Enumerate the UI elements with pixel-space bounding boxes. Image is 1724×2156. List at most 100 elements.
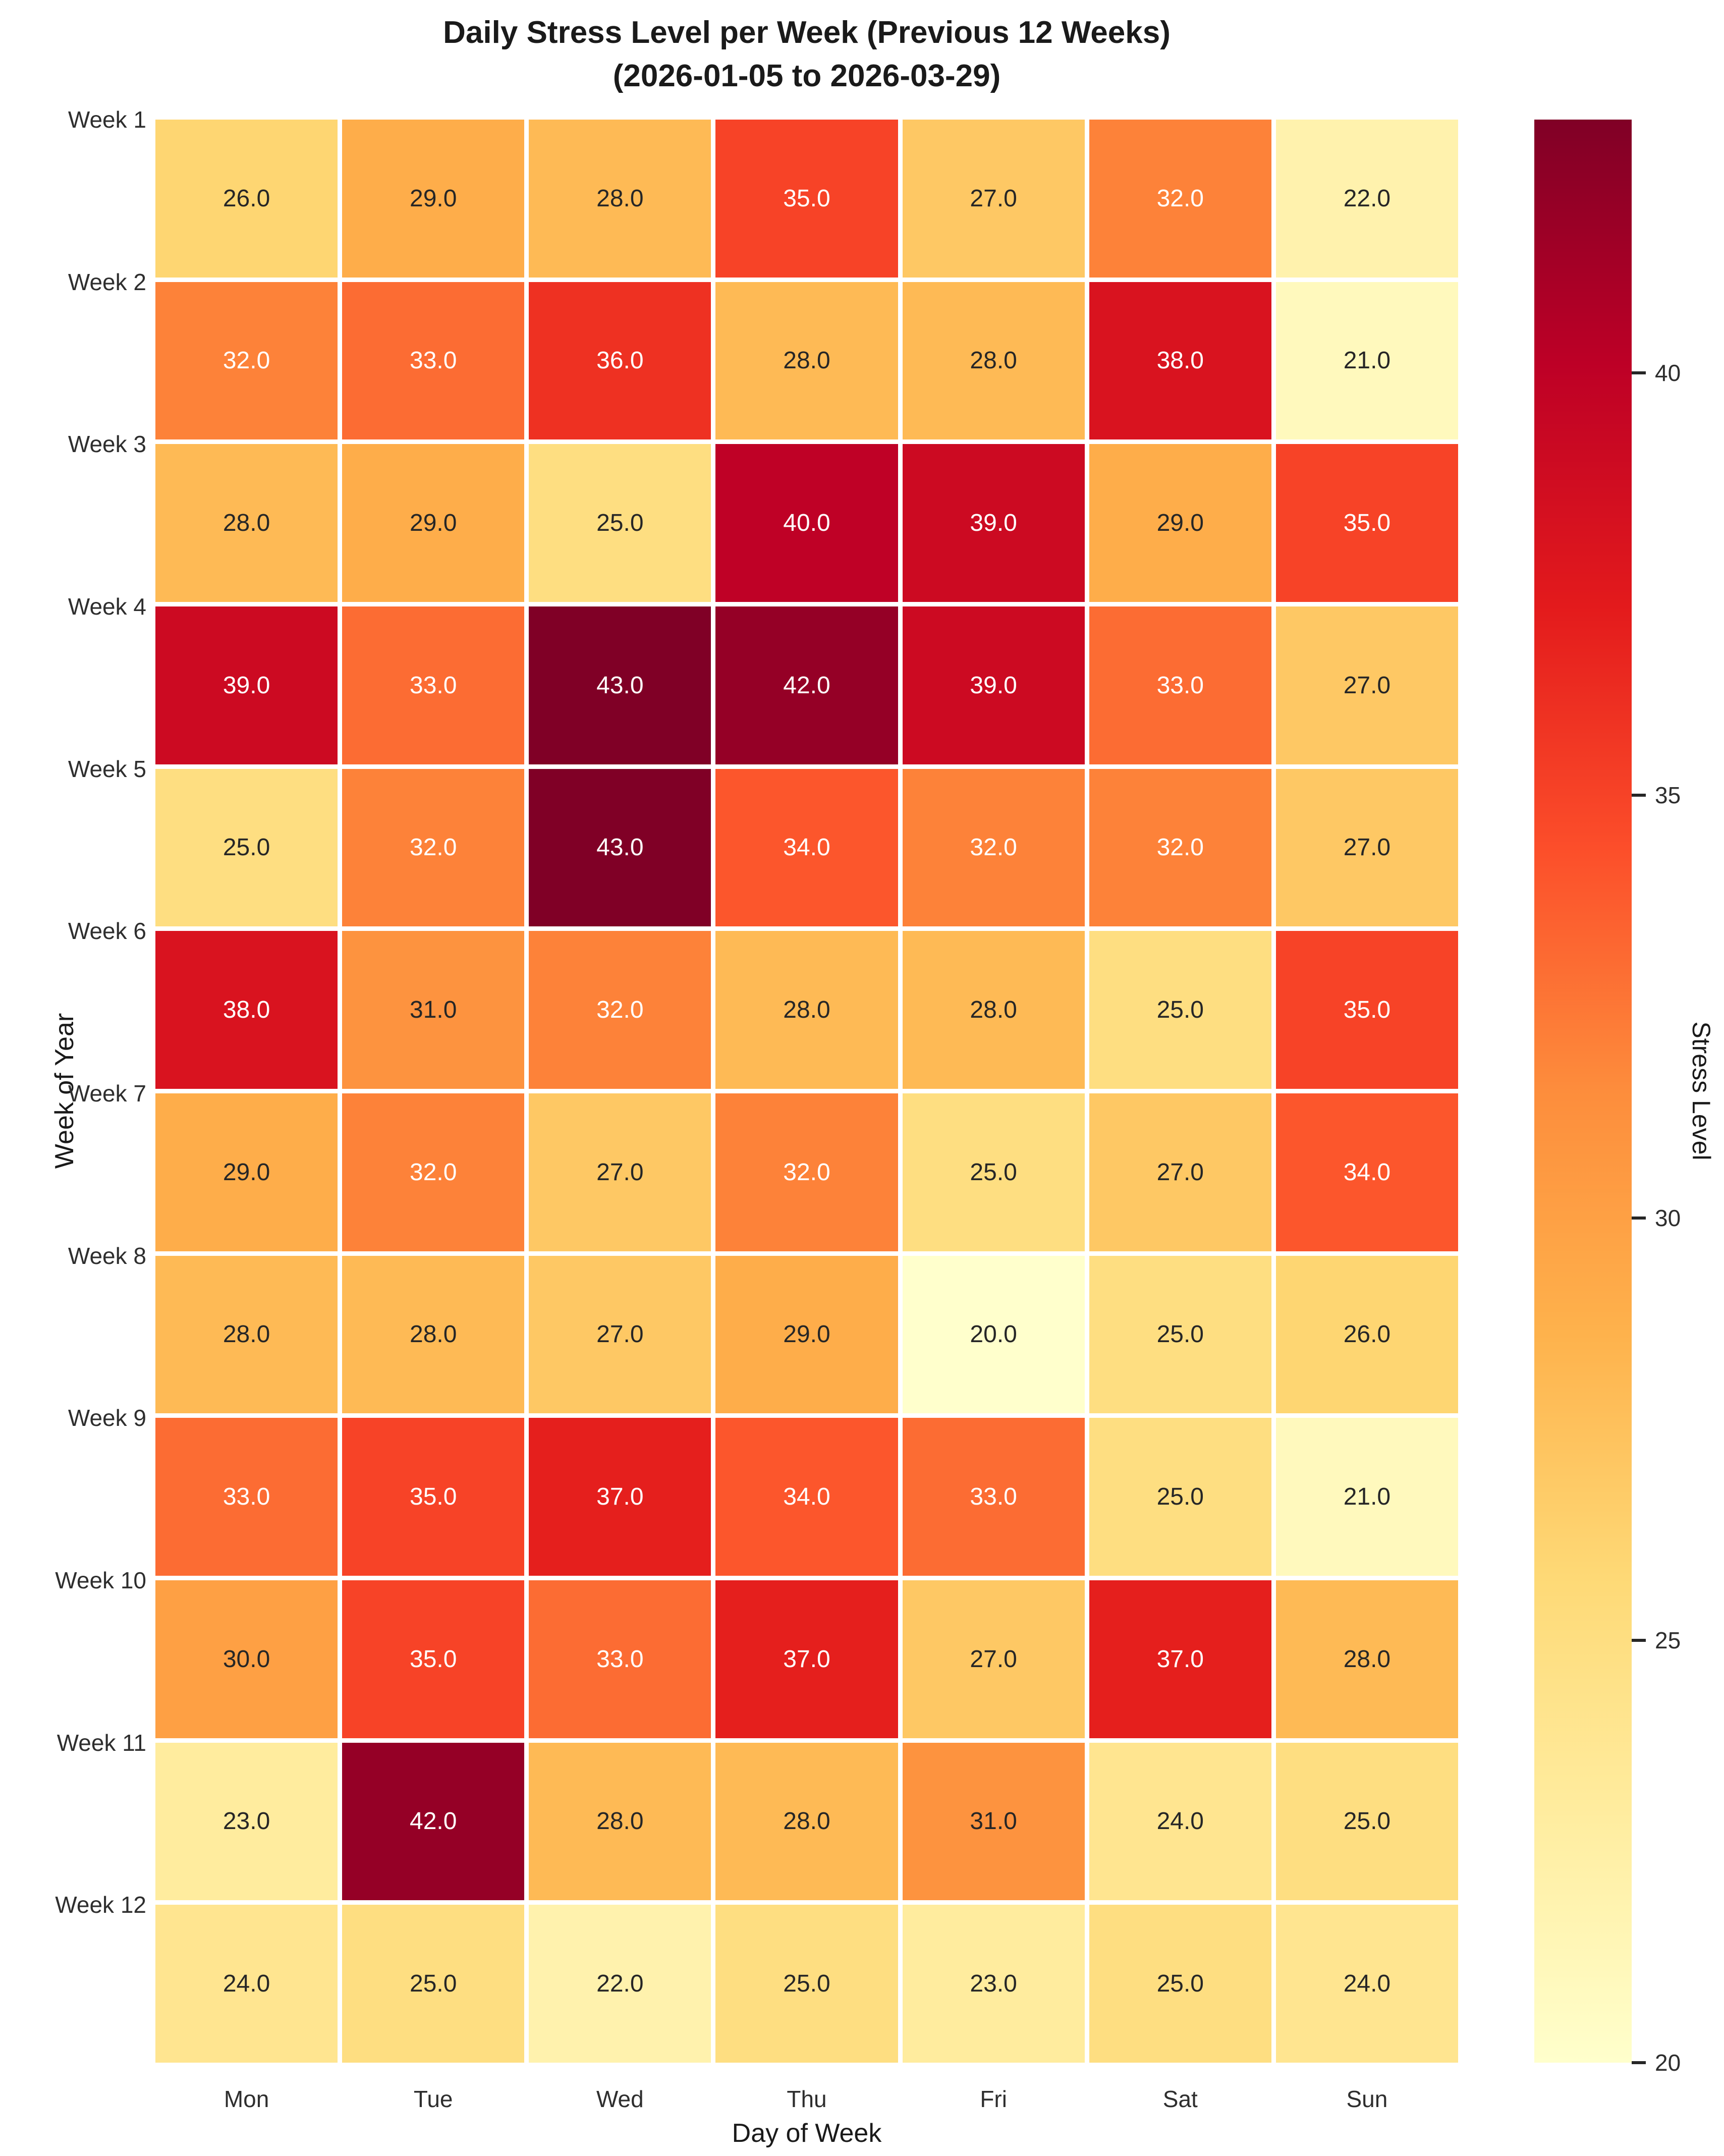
heatmap-cell: 34.0: [1275, 1093, 1458, 1251]
heatmap-cell: 33.0: [342, 606, 525, 764]
cell-value: 33.0: [970, 1483, 1017, 1511]
colorbar-tick-mark: [1632, 794, 1646, 797]
cell-value: 27.0: [970, 1645, 1017, 1673]
heatmap-cell: 28.0: [715, 1742, 898, 1901]
y-tick-label: Week 6: [68, 918, 146, 945]
heatmap-cell: 24.0: [155, 1905, 338, 2063]
colorbar-tick-mark: [1632, 1638, 1646, 1642]
cell-value: 25.0: [1156, 1970, 1204, 1998]
heatmap-cell: 28.0: [342, 1255, 525, 1414]
cell-value: 28.0: [783, 1808, 830, 1835]
heatmap-cell: 27.0: [902, 1580, 1085, 1738]
y-tick-label: Week 12: [55, 1892, 146, 1918]
heatmap-cell: 25.0: [1089, 1905, 1271, 2063]
chart-title-line-1: Daily Stress Level per Week (Previous 12…: [443, 15, 1171, 50]
cell-value: 25.0: [410, 1970, 457, 1998]
cell-value: 39.0: [223, 672, 270, 699]
y-tick-label: Week 9: [68, 1405, 146, 1431]
cell-value: 40.0: [783, 510, 830, 537]
cell-value: 25.0: [223, 834, 270, 861]
cell-value: 30.0: [223, 1645, 270, 1673]
cell-value: 29.0: [223, 1158, 270, 1186]
heatmap-cell: 33.0: [1089, 606, 1271, 764]
heatmap-cell: 27.0: [529, 1093, 711, 1251]
cell-value: 33.0: [596, 1645, 644, 1673]
heatmap-cell: 32.0: [715, 1093, 898, 1251]
heatmap-cell: 26.0: [155, 120, 338, 278]
heatmap-cell: 28.0: [715, 931, 898, 1089]
heatmap-cell: 38.0: [155, 931, 338, 1089]
cell-value: 29.0: [410, 185, 457, 212]
heatmap-cell: 24.0: [1275, 1905, 1458, 2063]
heatmap-cell: 27.0: [529, 1255, 711, 1414]
y-tick-label: Week 11: [57, 1729, 146, 1756]
heatmap-cell: 25.0: [155, 768, 338, 927]
heatmap-cell: 27.0: [1275, 606, 1458, 764]
heatmap-cell: 33.0: [902, 1418, 1085, 1576]
cell-value: 28.0: [783, 347, 830, 374]
heatmap-cell: 29.0: [342, 120, 525, 278]
heatmap-cell: 35.0: [1275, 444, 1458, 602]
x-tick-label: Sun: [1346, 2086, 1388, 2112]
cell-value: 33.0: [223, 1483, 270, 1511]
heatmap-cell: 32.0: [342, 768, 525, 927]
heatmap-cell: 23.0: [155, 1742, 338, 1901]
heatmap-cell: 20.0: [902, 1255, 1085, 1414]
colorbar-tick-label: 35: [1655, 782, 1681, 809]
heatmap-cell: 33.0: [155, 1418, 338, 1576]
cell-value: 34.0: [783, 834, 830, 861]
heatmap-cell: 39.0: [902, 444, 1085, 602]
cell-value: 38.0: [1156, 347, 1204, 374]
cell-value: 32.0: [410, 834, 457, 861]
cell-value: 24.0: [223, 1970, 270, 1998]
cell-value: 34.0: [1343, 1158, 1391, 1186]
cell-value: 32.0: [410, 1158, 457, 1186]
cell-value: 31.0: [970, 1808, 1017, 1835]
heatmap-cell: 25.0: [1089, 931, 1271, 1089]
cell-value: 26.0: [1343, 1321, 1391, 1348]
heatmap-grid: 26.0 29.0 28.0 35.0 27.0 32.0 22.0 32.0 33.0 36.0…: [155, 120, 1458, 2063]
cell-value: 28.0: [596, 185, 644, 212]
cell-value: 23.0: [223, 1808, 270, 1835]
heatmap-cell: 39.0: [902, 606, 1085, 764]
heatmap-cell: 29.0: [155, 1093, 338, 1251]
cell-value: 31.0: [410, 997, 457, 1024]
heatmap-cell: 33.0: [529, 1580, 711, 1738]
heatmap-cell: 23.0: [902, 1905, 1085, 2063]
colorbar-tick-label: 30: [1655, 1204, 1681, 1231]
heatmap-cell: 31.0: [342, 931, 525, 1089]
heatmap-cell: 38.0: [1089, 282, 1271, 440]
heatmap-cell: 25.0: [715, 1905, 898, 2063]
cell-value: 36.0: [596, 347, 644, 374]
heatmap-cell: 25.0: [529, 444, 711, 602]
heatmap-cell: 32.0: [1089, 768, 1271, 927]
cell-value: 43.0: [596, 672, 644, 699]
heatmap-cell: 32.0: [342, 1093, 525, 1251]
heatmap-cell: 29.0: [715, 1255, 898, 1414]
heatmap-cell: 29.0: [1089, 444, 1271, 602]
cell-value: 32.0: [596, 997, 644, 1024]
colorbar-tick-label: 25: [1655, 1627, 1681, 1653]
cell-value: 24.0: [1343, 1970, 1391, 1998]
cell-value: 35.0: [1343, 997, 1391, 1024]
x-axis-title: Day of Week: [732, 2119, 882, 2148]
cell-value: 34.0: [783, 1483, 830, 1511]
x-tick-label: Thu: [787, 2086, 827, 2112]
heatmap-cell: 28.0: [902, 931, 1085, 1089]
y-tick-label: Week 8: [68, 1242, 146, 1269]
heatmap-cell: 34.0: [715, 768, 898, 927]
cell-value: 32.0: [970, 834, 1017, 861]
cell-value: 28.0: [783, 997, 830, 1024]
heatmap-cell: 35.0: [342, 1580, 525, 1738]
colorbar: [1534, 120, 1632, 2063]
y-tick-label: Week 1: [68, 106, 146, 133]
cell-value: 42.0: [410, 1808, 457, 1835]
chart-title: Daily Stress Level per Week (Previous 12…: [155, 11, 1458, 97]
cell-value: 29.0: [783, 1321, 830, 1348]
cell-value: 27.0: [596, 1321, 644, 1348]
heatmap-cell: 32.0: [1089, 120, 1271, 278]
colorbar-tick-label: 20: [1655, 2050, 1681, 2076]
cell-value: 22.0: [1343, 185, 1391, 212]
cell-value: 21.0: [1343, 347, 1391, 374]
heatmap-cell: 27.0: [1089, 1093, 1271, 1251]
